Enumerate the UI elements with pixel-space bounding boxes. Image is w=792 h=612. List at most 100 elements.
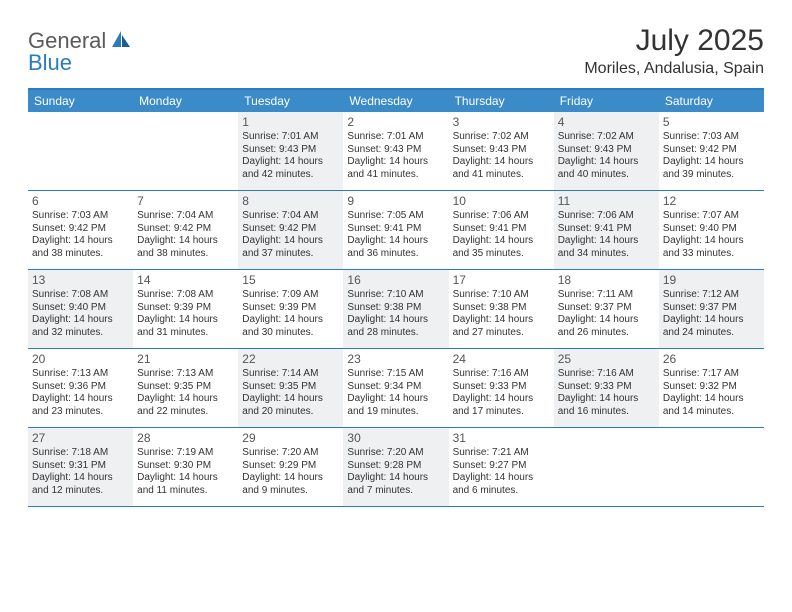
sunrise-text: Sunrise: 7:10 AM	[347, 289, 444, 302]
dayname: Thursday	[449, 90, 554, 112]
day-cell: 14Sunrise: 7:08 AMSunset: 9:39 PMDayligh…	[133, 270, 238, 348]
dayname: Saturday	[659, 90, 764, 112]
dl1-text: Daylight: 14 hours	[242, 314, 339, 327]
sunset-text: Sunset: 9:43 PM	[347, 144, 444, 157]
day-number: 4	[558, 115, 655, 130]
logo-sail-icon	[110, 29, 132, 54]
dl1-text: Daylight: 14 hours	[242, 472, 339, 485]
dl2-text: and 40 minutes.	[558, 169, 655, 182]
day-number: 14	[137, 273, 234, 288]
dl1-text: Daylight: 14 hours	[32, 472, 129, 485]
sunrise-text: Sunrise: 7:02 AM	[558, 131, 655, 144]
sunset-text: Sunset: 9:29 PM	[242, 460, 339, 473]
dl2-text: and 28 minutes.	[347, 327, 444, 340]
dl1-text: Daylight: 14 hours	[453, 472, 550, 485]
day-number: 3	[453, 115, 550, 130]
dl2-text: and 20 minutes.	[242, 406, 339, 419]
day-number: 24	[453, 352, 550, 367]
sunset-text: Sunset: 9:37 PM	[558, 302, 655, 315]
day-number: 6	[32, 194, 129, 209]
day-number: 21	[137, 352, 234, 367]
day-cell: 24Sunrise: 7:16 AMSunset: 9:33 PMDayligh…	[449, 349, 554, 427]
sunrise-text: Sunrise: 7:13 AM	[32, 368, 129, 381]
dl1-text: Daylight: 14 hours	[558, 393, 655, 406]
dl1-text: Daylight: 14 hours	[558, 235, 655, 248]
sunrise-text: Sunrise: 7:18 AM	[32, 447, 129, 460]
sunrise-text: Sunrise: 7:02 AM	[453, 131, 550, 144]
day-cell: 3Sunrise: 7:02 AMSunset: 9:43 PMDaylight…	[449, 112, 554, 190]
week-row: 6Sunrise: 7:03 AMSunset: 9:42 PMDaylight…	[28, 191, 764, 270]
day-cell: 19Sunrise: 7:12 AMSunset: 9:37 PMDayligh…	[659, 270, 764, 348]
dl2-text: and 12 minutes.	[32, 485, 129, 498]
day-cell: 11Sunrise: 7:06 AMSunset: 9:41 PMDayligh…	[554, 191, 659, 269]
logo-blue-text: Blue	[28, 50, 72, 76]
sunset-text: Sunset: 9:42 PM	[32, 223, 129, 236]
empty-cell	[28, 112, 133, 190]
dl1-text: Daylight: 14 hours	[663, 393, 760, 406]
dl1-text: Daylight: 14 hours	[453, 156, 550, 169]
logo-text-blue: Blue	[28, 50, 72, 75]
day-cell: 25Sunrise: 7:16 AMSunset: 9:33 PMDayligh…	[554, 349, 659, 427]
dl1-text: Daylight: 14 hours	[347, 235, 444, 248]
dl1-text: Daylight: 14 hours	[32, 393, 129, 406]
day-number: 2	[347, 115, 444, 130]
dl1-text: Daylight: 14 hours	[663, 314, 760, 327]
sunset-text: Sunset: 9:42 PM	[137, 223, 234, 236]
day-cell: 6Sunrise: 7:03 AMSunset: 9:42 PMDaylight…	[28, 191, 133, 269]
sunset-text: Sunset: 9:41 PM	[347, 223, 444, 236]
day-number: 31	[453, 431, 550, 446]
sunrise-text: Sunrise: 7:20 AM	[242, 447, 339, 460]
day-cell: 15Sunrise: 7:09 AMSunset: 9:39 PMDayligh…	[238, 270, 343, 348]
sunset-text: Sunset: 9:37 PM	[663, 302, 760, 315]
dl2-text: and 14 minutes.	[663, 406, 760, 419]
day-cell: 29Sunrise: 7:20 AMSunset: 9:29 PMDayligh…	[238, 428, 343, 506]
dl2-text: and 35 minutes.	[453, 248, 550, 261]
sunset-text: Sunset: 9:39 PM	[137, 302, 234, 315]
dl1-text: Daylight: 14 hours	[137, 235, 234, 248]
sunset-text: Sunset: 9:38 PM	[453, 302, 550, 315]
dl1-text: Daylight: 14 hours	[242, 393, 339, 406]
dl1-text: Daylight: 14 hours	[663, 235, 760, 248]
sunrise-text: Sunrise: 7:20 AM	[347, 447, 444, 460]
dayname: Monday	[133, 90, 238, 112]
day-number: 23	[347, 352, 444, 367]
day-number: 17	[453, 273, 550, 288]
dl1-text: Daylight: 14 hours	[242, 156, 339, 169]
dl2-text: and 38 minutes.	[32, 248, 129, 261]
sunset-text: Sunset: 9:31 PM	[32, 460, 129, 473]
sunrise-text: Sunrise: 7:05 AM	[347, 210, 444, 223]
dl1-text: Daylight: 14 hours	[242, 235, 339, 248]
sunrise-text: Sunrise: 7:16 AM	[453, 368, 550, 381]
dl1-text: Daylight: 14 hours	[347, 472, 444, 485]
dl2-text: and 7 minutes.	[347, 485, 444, 498]
week-row: 27Sunrise: 7:18 AMSunset: 9:31 PMDayligh…	[28, 428, 764, 507]
dl2-text: and 33 minutes.	[663, 248, 760, 261]
title-block: July 2025 Moriles, Andalusia, Spain	[584, 24, 764, 78]
sunrise-text: Sunrise: 7:16 AM	[558, 368, 655, 381]
day-cell: 22Sunrise: 7:14 AMSunset: 9:35 PMDayligh…	[238, 349, 343, 427]
dl2-text: and 30 minutes.	[242, 327, 339, 340]
dl2-text: and 16 minutes.	[558, 406, 655, 419]
day-number: 25	[558, 352, 655, 367]
day-number: 12	[663, 194, 760, 209]
sunset-text: Sunset: 9:36 PM	[32, 381, 129, 394]
dl1-text: Daylight: 14 hours	[32, 235, 129, 248]
dl1-text: Daylight: 14 hours	[453, 235, 550, 248]
dl1-text: Daylight: 14 hours	[137, 314, 234, 327]
dayname-row: SundayMondayTuesdayWednesdayThursdayFrid…	[28, 90, 764, 112]
day-number: 16	[347, 273, 444, 288]
empty-cell	[659, 428, 764, 506]
sunrise-text: Sunrise: 7:01 AM	[347, 131, 444, 144]
dl2-text: and 42 minutes.	[242, 169, 339, 182]
sunset-text: Sunset: 9:43 PM	[242, 144, 339, 157]
sunset-text: Sunset: 9:34 PM	[347, 381, 444, 394]
sunrise-text: Sunrise: 7:09 AM	[242, 289, 339, 302]
dl2-text: and 22 minutes.	[137, 406, 234, 419]
sunset-text: Sunset: 9:35 PM	[242, 381, 339, 394]
dl1-text: Daylight: 14 hours	[347, 393, 444, 406]
day-cell: 30Sunrise: 7:20 AMSunset: 9:28 PMDayligh…	[343, 428, 448, 506]
dl1-text: Daylight: 14 hours	[347, 314, 444, 327]
day-number: 11	[558, 194, 655, 209]
sunrise-text: Sunrise: 7:13 AM	[137, 368, 234, 381]
day-number: 19	[663, 273, 760, 288]
